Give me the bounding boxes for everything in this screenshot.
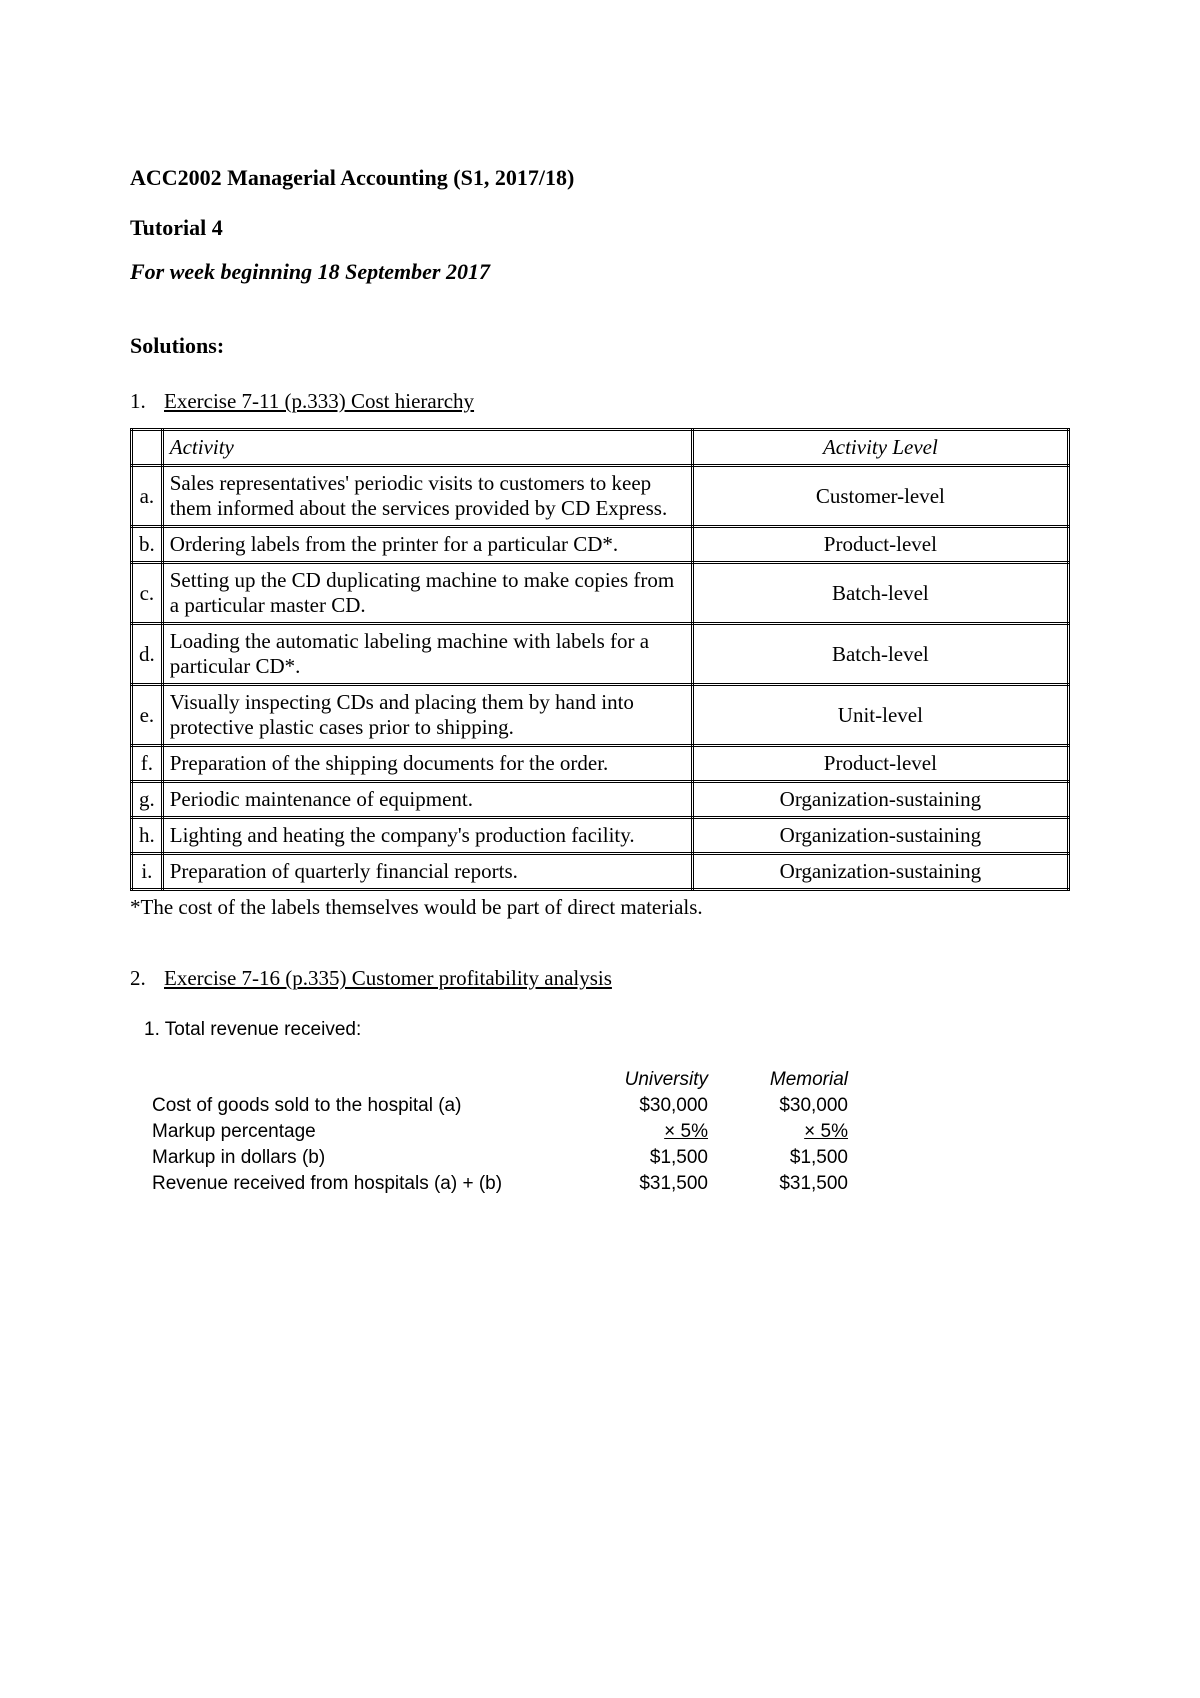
activity-row-label: g. — [132, 782, 163, 818]
revenue-row-memorial: × 5% — [724, 1119, 864, 1145]
exercise-2: 2. Exercise 7-16 (p.335) Customer profit… — [130, 966, 1070, 991]
activity-row-label: h. — [132, 818, 163, 854]
activity-row-activity: Preparation of quarterly financial repor… — [162, 854, 692, 890]
revenue-row-item: Markup percentage — [144, 1119, 584, 1145]
activity-row-level: Unit-level — [692, 685, 1068, 746]
revenue-table-row: Markup percentage× 5%× 5% — [144, 1119, 864, 1145]
activity-row-level: Customer-level — [692, 466, 1068, 527]
activity-row-label: i. — [132, 854, 163, 890]
activity-row-activity: Ordering labels from the printer for a p… — [162, 527, 692, 563]
revenue-row-memorial: $31,500 — [724, 1171, 864, 1197]
activity-table-row: i.Preparation of quarterly financial rep… — [132, 854, 1069, 890]
revenue-row-item: Revenue received from hospitals (a) + (b… — [144, 1171, 584, 1197]
activity-row-level: Batch-level — [692, 563, 1068, 624]
revenue-header-memorial: Memorial — [724, 1067, 864, 1093]
activity-row-label: d. — [132, 624, 163, 685]
activity-row-label: b. — [132, 527, 163, 563]
tutorial-number: Tutorial 4 — [130, 215, 1070, 241]
activity-table-row: h.Lighting and heating the company's pro… — [132, 818, 1069, 854]
activity-row-activity: Sales representatives' periodic visits t… — [162, 466, 692, 527]
revenue-header-blank — [144, 1067, 584, 1093]
revenue-row-university: $30,000 — [584, 1093, 724, 1119]
activity-header-level: Activity Level — [692, 430, 1068, 466]
solutions-heading: Solutions: — [130, 333, 1070, 359]
activity-row-level: Product-level — [692, 527, 1068, 563]
course-title: ACC2002 Managerial Accounting (S1, 2017/… — [130, 165, 1070, 191]
activity-row-level: Batch-level — [692, 624, 1068, 685]
revenue-row-memorial: $30,000 — [724, 1093, 864, 1119]
exercise-2-subitem: 1. Total revenue received: — [144, 1019, 1070, 1041]
activity-table-row: a.Sales representatives' periodic visits… — [132, 466, 1069, 527]
activity-row-level: Organization-sustaining — [692, 818, 1068, 854]
activity-row-activity: Loading the automatic labeling machine w… — [162, 624, 692, 685]
activity-row-label: a. — [132, 466, 163, 527]
activity-row-level: Organization-sustaining — [692, 854, 1068, 890]
activity-table-row: f.Preparation of the shipping documents … — [132, 746, 1069, 782]
week-info: For week beginning 18 September 2017 — [130, 259, 1070, 285]
exercise-1-title: Exercise 7-11 (p.333) Cost hierarchy — [164, 389, 474, 413]
revenue-table-row: Cost of goods sold to the hospital (a)$3… — [144, 1093, 864, 1119]
activity-row-label: e. — [132, 685, 163, 746]
activity-table: Activity Activity Level a.Sales represen… — [130, 428, 1070, 891]
activity-table-row: c.Setting up the CD duplicating machine … — [132, 563, 1069, 624]
revenue-header-university: University — [584, 1067, 724, 1093]
exercise-1: 1. Exercise 7-11 (p.333) Cost hierarchy — [130, 389, 1070, 414]
revenue-row-university: $31,500 — [584, 1171, 724, 1197]
revenue-table: University Memorial Cost of goods sold t… — [144, 1067, 864, 1197]
exercise-2-title: Exercise 7-16 (p.335) Customer profitabi… — [164, 966, 612, 990]
activity-row-level: Organization-sustaining — [692, 782, 1068, 818]
revenue-row-item: Markup in dollars (b) — [144, 1145, 584, 1171]
activity-table-header-row: Activity Activity Level — [132, 430, 1069, 466]
revenue-table-row: Revenue received from hospitals (a) + (b… — [144, 1171, 864, 1197]
activity-row-activity: Setting up the CD duplicating machine to… — [162, 563, 692, 624]
exercise-1-footnote: *The cost of the labels themselves would… — [130, 895, 1070, 920]
activity-row-activity: Preparation of the shipping documents fo… — [162, 746, 692, 782]
activity-table-row: g.Periodic maintenance of equipment.Orga… — [132, 782, 1069, 818]
revenue-row-university: × 5% — [584, 1119, 724, 1145]
activity-row-activity: Lighting and heating the company's produ… — [162, 818, 692, 854]
exercise-2-number: 2. — [130, 966, 160, 991]
exercise-1-number: 1. — [130, 389, 160, 414]
revenue-row-memorial: $1,500 — [724, 1145, 864, 1171]
activity-row-activity: Visually inspecting CDs and placing them… — [162, 685, 692, 746]
activity-row-label: f. — [132, 746, 163, 782]
activity-row-activity: Periodic maintenance of equipment. — [162, 782, 692, 818]
revenue-row-item: Cost of goods sold to the hospital (a) — [144, 1093, 584, 1119]
activity-header-activity: Activity — [162, 430, 692, 466]
activity-row-level: Product-level — [692, 746, 1068, 782]
revenue-table-row: Markup in dollars (b)$1,500$1,500 — [144, 1145, 864, 1171]
revenue-table-header-row: University Memorial — [144, 1067, 864, 1093]
activity-table-row: e.Visually inspecting CDs and placing th… — [132, 685, 1069, 746]
activity-row-label: c. — [132, 563, 163, 624]
activity-header-blank — [132, 430, 163, 466]
activity-table-row: d.Loading the automatic labeling machine… — [132, 624, 1069, 685]
revenue-row-university: $1,500 — [584, 1145, 724, 1171]
activity-table-row: b.Ordering labels from the printer for a… — [132, 527, 1069, 563]
